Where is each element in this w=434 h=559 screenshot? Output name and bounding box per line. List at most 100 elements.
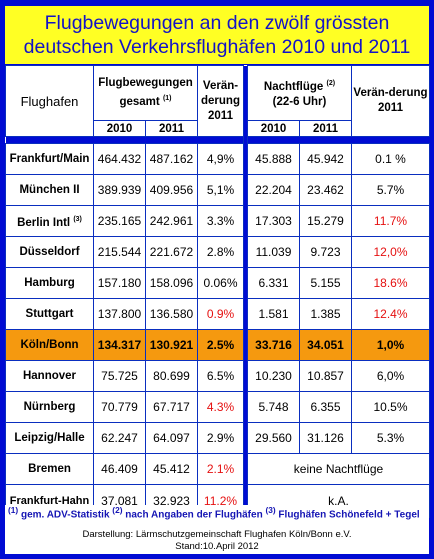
night-2011: 15.279	[299, 205, 352, 237]
movements-2011: 64.097	[145, 422, 198, 454]
movements-change: 5,1%	[197, 174, 244, 206]
movements-change: 4.3%	[197, 391, 244, 423]
airport-cell: Leipzig/Halle	[5, 422, 94, 454]
credit-line-1: Darstellung: Lärmschutzgemeinschaft Flug…	[82, 529, 352, 540]
night-change: 6,0%	[351, 360, 430, 392]
night-change: 5.3%	[351, 422, 430, 454]
airport-cell: Berlin Intl (3)	[5, 205, 94, 237]
airport-name: Stuttgart	[25, 308, 74, 320]
airport-name: Berlin Intl	[17, 216, 71, 229]
credit: Darstellung: Lärmschutzgemeinschaft Flug…	[5, 527, 429, 554]
night-2010: 17.303	[247, 205, 300, 237]
movements-header: Flugbewegungen gesamt (1)	[93, 65, 198, 121]
night-2011: 34.051	[299, 329, 352, 361]
header-row: Flughafen Flugbewegungen gesamt (1) Verä…	[5, 65, 430, 137]
table-row: Berlin Intl (3) 235.165 242.961 3.3% 17.303 1…	[5, 205, 430, 237]
airport-cell: Köln/Bonn	[5, 329, 94, 361]
year-row: 2010 2011 2010 2011	[6, 120, 430, 137]
airport-header: Flughafen	[5, 65, 94, 137]
movements-2011: 158.096	[145, 267, 198, 299]
movements-2011: 221.672	[145, 236, 198, 268]
night-2011: 23.462	[299, 174, 352, 206]
night-2010: 10.230	[247, 360, 300, 392]
title-line-2: deutschen Verkehrsflughäfen 2010 und 201…	[23, 36, 411, 58]
night-2010: 45.888	[247, 143, 300, 175]
movements-change: 2.5%	[197, 329, 244, 361]
night-change-header: Verän-derung 2011	[351, 65, 430, 137]
night-change: 1,0%	[351, 329, 430, 361]
night-2010: 1.581	[247, 298, 300, 330]
flight-table: Flughafen Flugbewegungen gesamt (1) Verä…	[5, 65, 430, 518]
airport-cell: Hamburg	[5, 267, 94, 299]
night-2011: 45.942	[299, 143, 352, 175]
movements-2011: 130.921	[145, 329, 198, 361]
night-2010: 11.039	[247, 236, 300, 268]
movements-change-header: Verän-derung 2011	[197, 65, 244, 137]
table-row: Leipzig/Halle 62.247 64.097 2.9% 29.560 31.12…	[5, 422, 430, 454]
movements-change: 0.9%	[197, 298, 244, 330]
movements-2010: 62.247	[93, 422, 146, 454]
table-row: München II 389.939 409.956 5,1% 22.204 23.462…	[5, 174, 430, 206]
airport-cell: Frankfurt/Main	[5, 143, 94, 175]
night-2011: 31.126	[299, 422, 352, 454]
night-2011: 10.857	[299, 360, 352, 392]
night-change: 11.7%	[351, 205, 430, 237]
year-2010: 2010	[93, 120, 146, 137]
night-header: Nachtflüge (2) (22-6 Uhr)	[247, 65, 352, 121]
credit-line-2: Stand:10.April 2012	[175, 541, 259, 552]
table-row: Hannover 75.725 80.699 6.5% 10.230 10.857 6,0%	[5, 360, 430, 392]
page-title: Flugbewegungen an den zwölf grössten deu…	[5, 6, 429, 64]
night-change: 12.4%	[351, 298, 430, 330]
night-change: 0.1 %	[351, 143, 430, 175]
night-year-2011: 2011	[299, 120, 352, 137]
table-row: Frankfurt/Main 464.432 487.162 4,9% 45.888 45…	[5, 143, 430, 175]
movements-2010: 137.800	[93, 298, 146, 330]
movements-2010: 215.544	[93, 236, 146, 268]
night-2011: 1.385	[299, 298, 352, 330]
table-row: Nürnberg 70.779 67.717 4.3% 5.748 6.355 10.5%	[5, 391, 430, 423]
table-row: Köln/Bonn 134.317 130.921 2.5% 33.716 34.051 1…	[5, 329, 430, 361]
movements-2011: 487.162	[145, 143, 198, 175]
movements-change: 2.9%	[197, 422, 244, 454]
movements-2010: 75.725	[93, 360, 146, 392]
night-2010: 33.716	[247, 329, 300, 361]
night-2011: 9.723	[299, 236, 352, 268]
table-row: Bremen 46.409 45.412 2.1% keine Nachtflüge	[5, 453, 430, 485]
airport-cell: Düsseldorf	[5, 236, 94, 268]
table-row: Düsseldorf 215.544 221.672 2.8% 11.039 9.723 1…	[5, 236, 430, 268]
movements-2010: 46.409	[93, 453, 146, 485]
airport-cell: München II	[5, 174, 94, 206]
night-change: 10.5%	[351, 391, 430, 423]
table-row: Stuttgart 137.800 136.580 0.9% 1.581 1.385 12.…	[5, 298, 430, 330]
separator-row	[5, 136, 430, 144]
movements-change: 3.3%	[197, 205, 244, 237]
airport-name: Hamburg	[24, 277, 75, 289]
night-2011: 5.155	[299, 267, 352, 299]
airport-name: Nürnberg	[23, 401, 76, 413]
footnotes: (1) gem. ADV-Statistik (2) nach Angaben …	[5, 505, 429, 527]
movements-2010: 389.939	[93, 174, 146, 206]
movements-2010: 235.165	[93, 205, 146, 237]
airport-cell: Bremen	[5, 453, 94, 485]
night-2011: 6.355	[299, 391, 352, 423]
movements-2010: 70.779	[93, 391, 146, 423]
airport-name: Leipzig/Halle	[14, 432, 85, 444]
night-change: 18.6%	[351, 267, 430, 299]
airport-name: Hannover	[22, 370, 77, 382]
night-2010: 22.204	[247, 174, 300, 206]
airport-cell: Hannover	[5, 360, 94, 392]
movements-2010: 464.432	[93, 143, 146, 175]
movements-2011: 45.412	[145, 453, 198, 485]
movements-change: 0.06%	[197, 267, 244, 299]
title-line-1: Flugbewegungen an den zwölf grössten	[44, 12, 390, 34]
airport-name: Bremen	[28, 463, 71, 475]
year-2011: 2011	[145, 120, 198, 137]
airport-name: Frankfurt/Main	[9, 153, 90, 165]
night-2010: 5.748	[247, 391, 300, 423]
movements-change: 2.8%	[197, 236, 244, 268]
movements-change: 6.5%	[197, 360, 244, 392]
night-change: 12,0%	[351, 236, 430, 268]
airport-footnote: (3)	[73, 215, 82, 223]
movements-change: 2.1%	[197, 453, 244, 485]
table-row: Hamburg 157.180 158.096 0.06% 6.331 5.155 18.6…	[5, 267, 430, 299]
